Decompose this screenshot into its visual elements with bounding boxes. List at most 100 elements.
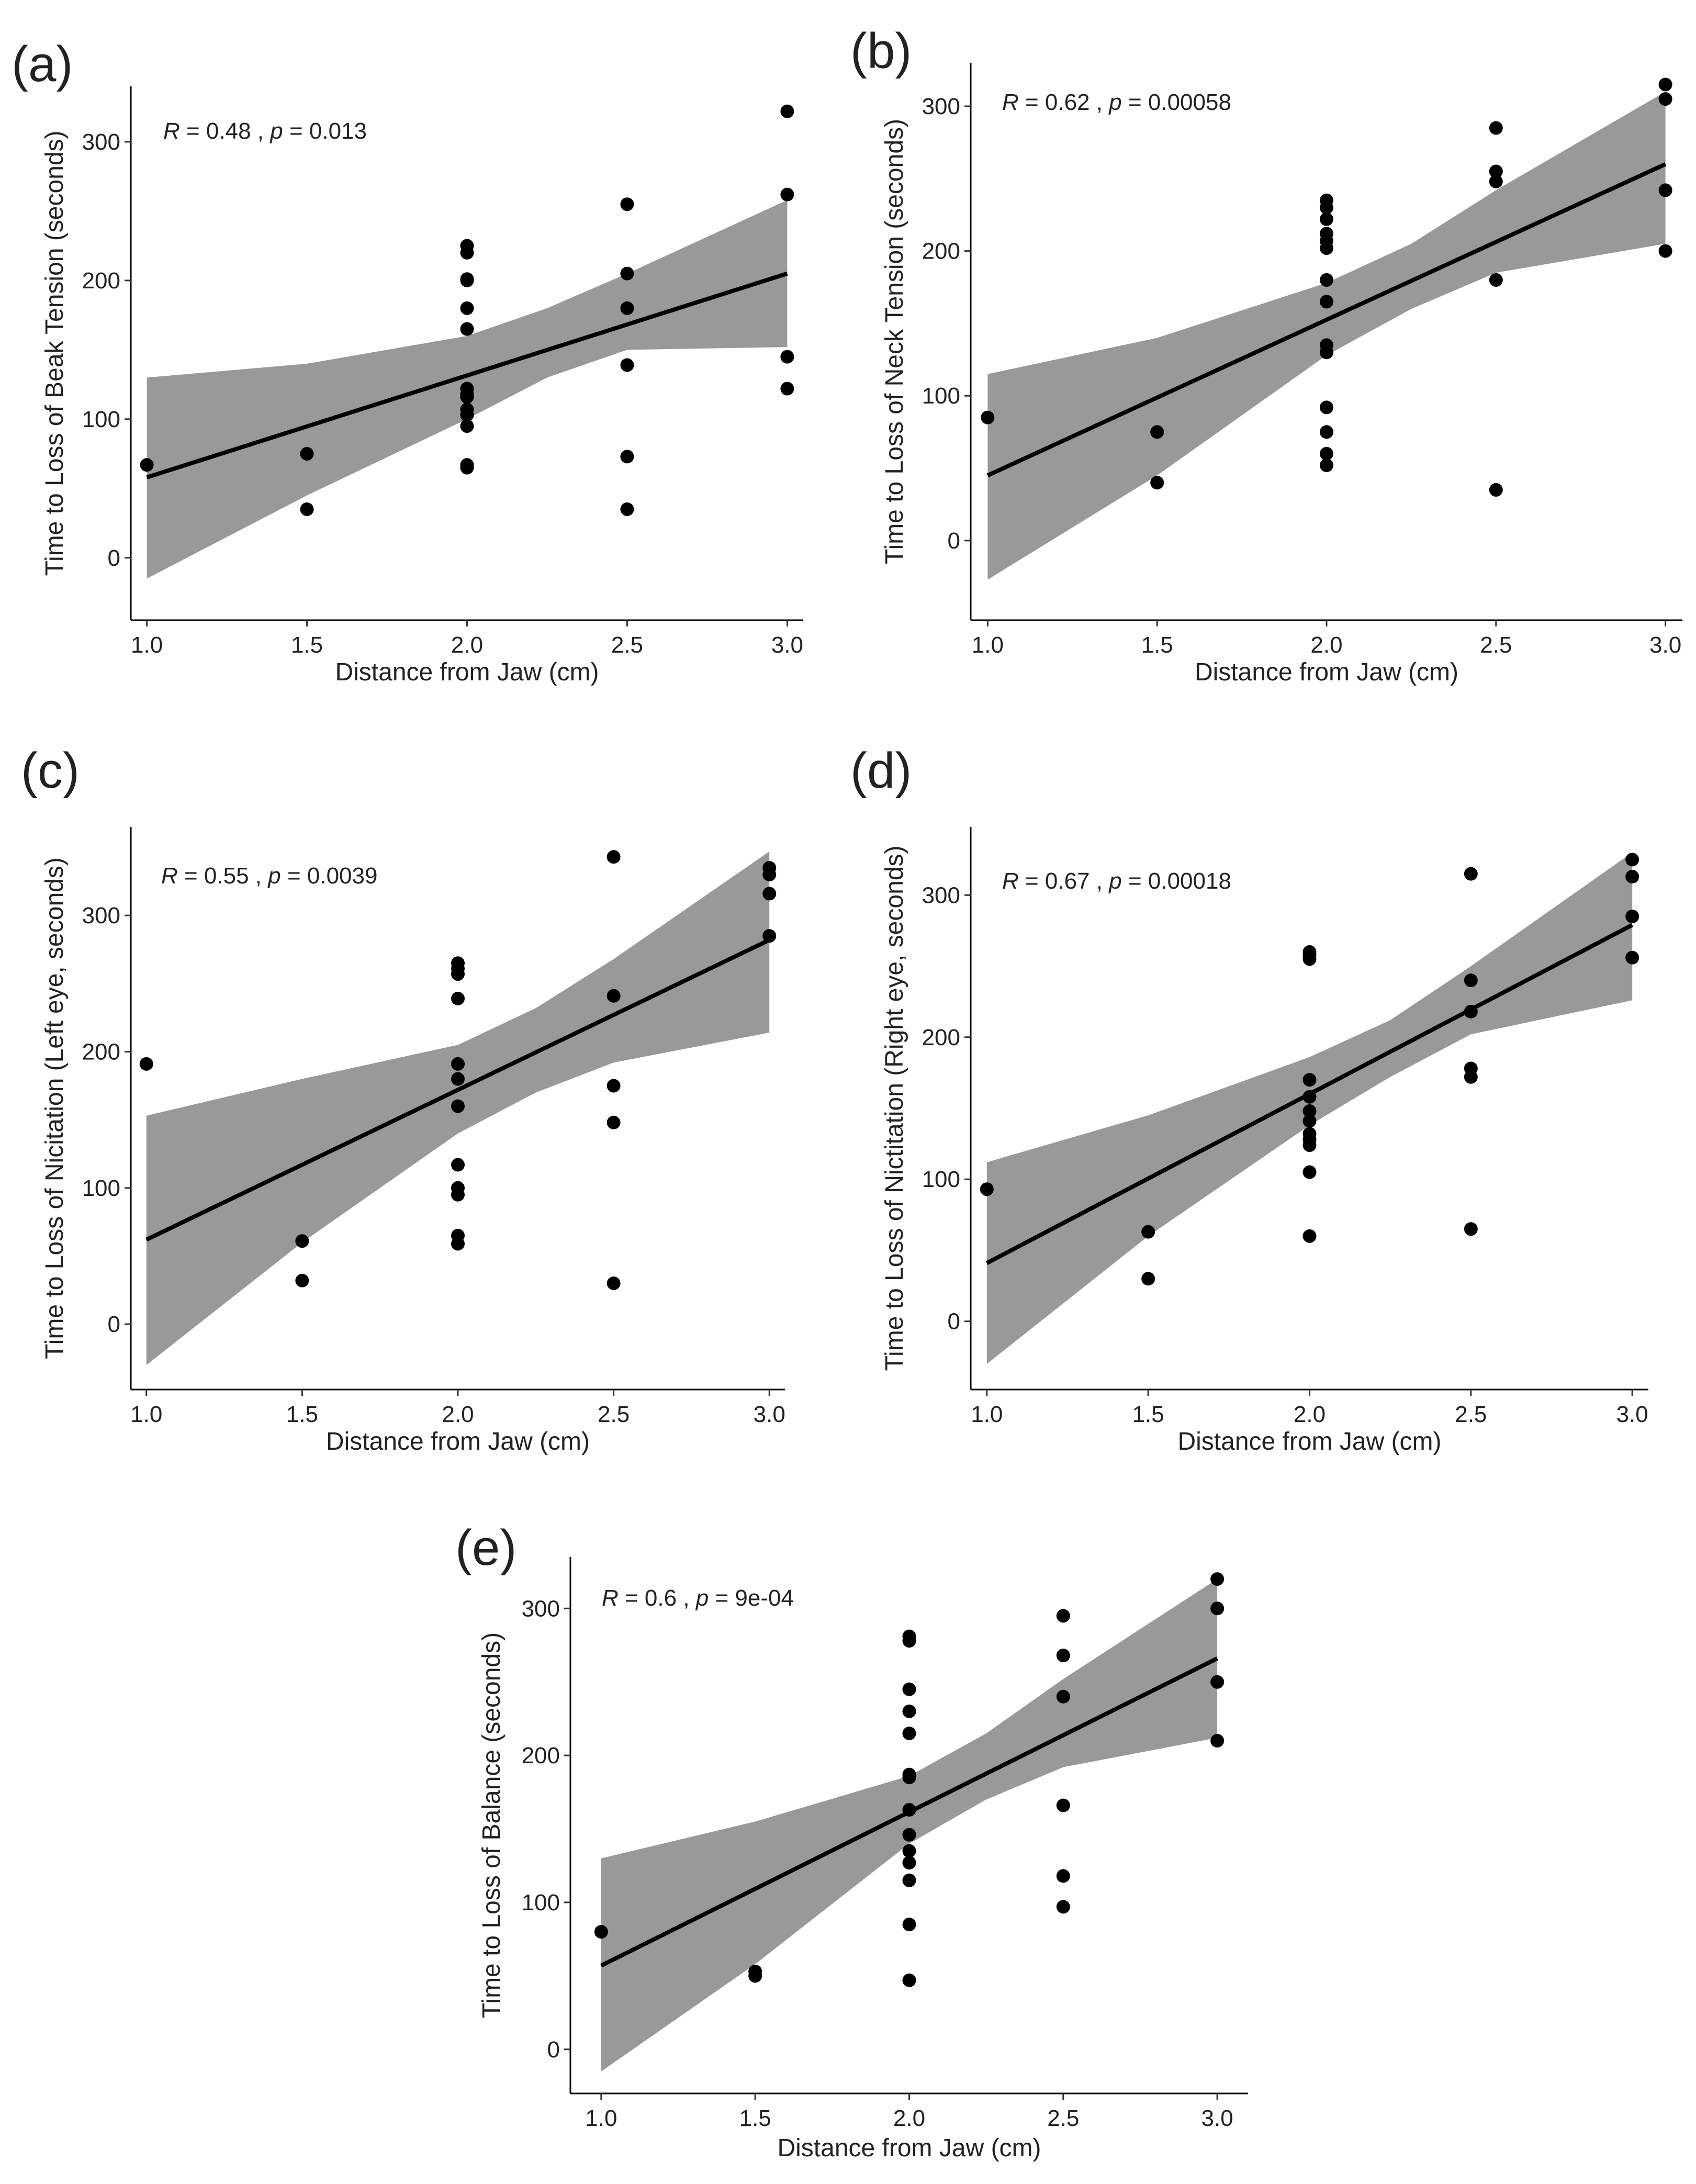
data-point: [460, 461, 474, 475]
data-point: [1150, 425, 1164, 439]
data-point: [780, 350, 794, 364]
data-point: [1464, 1222, 1478, 1236]
data-point: [1056, 1609, 1070, 1623]
y-axis-title: Time to Loss of Neck Tension (seconds): [881, 119, 908, 564]
correlation-p-sym: p: [1108, 89, 1121, 115]
x-tick-label: 2.5: [598, 1402, 630, 1427]
y-axis-title: Time to Loss of Beak Tension (seconds): [41, 130, 69, 576]
data-point: [1302, 1104, 1317, 1118]
x-tick-label: 2.0: [442, 1402, 474, 1427]
data-point: [606, 1115, 621, 1129]
data-point: [902, 1973, 916, 1987]
data-point: [460, 390, 474, 404]
data-point: [981, 410, 995, 424]
y-tick-label: 200: [82, 1039, 120, 1065]
data-point: [606, 1276, 621, 1290]
y-tick-label: 200: [522, 1743, 560, 1768]
correlation-r-sym: R: [1002, 89, 1019, 115]
data-point: [1302, 1073, 1317, 1087]
data-point: [780, 382, 794, 396]
y-tick-label: 100: [922, 1167, 960, 1192]
correlation-annotation: R = 0.48 , p = 0.013: [163, 118, 367, 144]
y-axis-title: Time to Loss of Nicitation (Left eye, se…: [41, 857, 69, 1359]
y-tick-label: 0: [948, 528, 960, 554]
x-tick-label: 1.5: [286, 1402, 318, 1427]
data-point: [1141, 1225, 1155, 1239]
confidence-band: [987, 92, 1666, 580]
data-point: [1464, 973, 1478, 988]
data-point: [451, 1188, 465, 1202]
data-point: [451, 991, 465, 1005]
data-point: [451, 1099, 465, 1113]
data-point: [1489, 483, 1503, 497]
correlation-r-text: = 0.55 ,: [178, 863, 268, 889]
correlation-annotation: R = 0.62 , p = 0.00058: [1002, 89, 1231, 115]
x-axis-title: Distance from Jaw (cm): [1177, 1428, 1441, 1455]
data-point: [300, 502, 314, 517]
y-tick-label: 300: [922, 94, 960, 119]
data-point: [902, 1634, 916, 1648]
data-point: [1056, 1900, 1070, 1914]
panel-label: (d): [850, 743, 912, 799]
data-point: [1489, 121, 1503, 135]
data-point: [1658, 92, 1672, 106]
data-point: [1320, 241, 1333, 255]
x-axis-title: Distance from Jaw (cm): [335, 658, 599, 686]
data-point: [460, 408, 474, 422]
data-point: [1658, 183, 1672, 197]
x-tick-label: 1.5: [291, 632, 323, 658]
x-tick-label: 2.5: [1047, 2105, 1079, 2131]
y-tick-label: 200: [922, 1025, 960, 1050]
data-point: [902, 1856, 916, 1870]
y-tick-label: 300: [922, 882, 960, 908]
data-point: [300, 447, 314, 461]
data-point: [1056, 1869, 1070, 1883]
data-point: [1625, 870, 1639, 884]
data-point: [980, 1182, 994, 1196]
y-axis-title: Time to Loss of Balance (seconds): [478, 1632, 506, 2018]
data-point: [1056, 1689, 1070, 1704]
data-point: [762, 929, 777, 943]
data-point: [902, 1704, 916, 1718]
panel-e: 1.0 1.5 2.0 2.5 3.0 0 100 200 300 Distance from J…: [455, 1520, 1248, 2162]
data-point: [1625, 950, 1639, 965]
data-point: [780, 187, 794, 201]
data-point: [451, 967, 465, 981]
data-point: [451, 1072, 465, 1086]
data-point: [606, 1079, 621, 1093]
x-tick-label: 1.0: [972, 632, 1004, 658]
data-point: [620, 358, 634, 372]
x-tick-label: 1.0: [130, 1402, 162, 1427]
y-tick-label: 300: [82, 903, 120, 928]
data-point: [1489, 273, 1503, 287]
data-point: [620, 197, 634, 211]
x-axis-title: Distance from Jaw (cm): [326, 1428, 590, 1455]
correlation-r-sym: R: [1002, 868, 1019, 894]
correlation-p-sym: p: [1108, 868, 1121, 894]
x-tick-label: 2.5: [1480, 632, 1512, 658]
data-point: [902, 1844, 916, 1858]
correlation-p-sym: p: [695, 1585, 709, 1611]
data-point: [451, 1158, 465, 1172]
confidence-band: [601, 1579, 1218, 2071]
correlation-p-text: = 0.00018: [1122, 868, 1231, 894]
panel-label: (e): [455, 1520, 516, 1576]
data-point: [140, 458, 154, 472]
panel-label: (b): [850, 23, 912, 79]
data-point: [748, 1969, 762, 1983]
x-tick-label: 2.0: [1310, 632, 1342, 658]
data-point: [1056, 1798, 1070, 1812]
y-tick-label: 0: [108, 545, 120, 571]
correlation-p-text: = 0.0039: [281, 863, 378, 889]
data-point: [1320, 200, 1333, 215]
data-point: [1320, 212, 1333, 226]
data-point: [902, 1828, 916, 1842]
y-tick-label: 100: [922, 383, 960, 409]
y-tick-label: 0: [948, 1309, 960, 1335]
correlation-r-text: = 0.6 ,: [619, 1585, 696, 1611]
x-axis-title: Distance from Jaw (cm): [1195, 658, 1458, 686]
data-point: [1302, 1229, 1317, 1243]
panel-b: 1.0 1.5 2.0 2.5 3.0 0 100 200 300 Distance from J…: [850, 23, 1682, 686]
x-tick-label: 2.5: [1455, 1402, 1487, 1427]
y-axis-title: Time to Loss of Nictitation (Right eye, …: [881, 846, 908, 1371]
